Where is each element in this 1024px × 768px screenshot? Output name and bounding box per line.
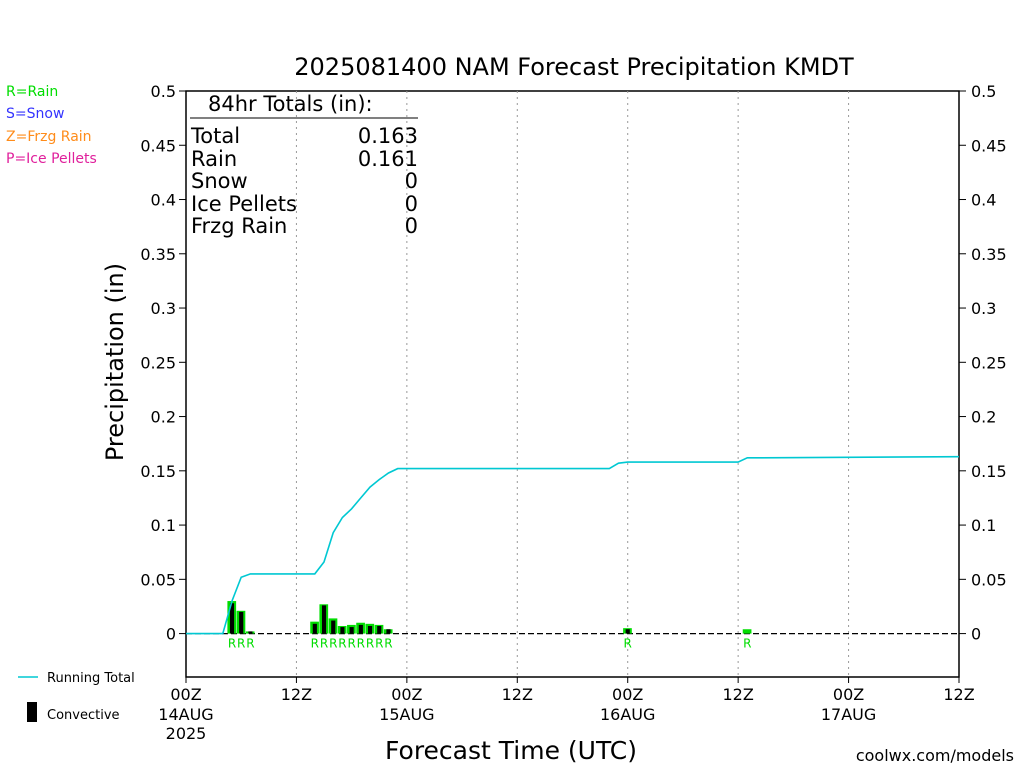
totals-total-value: 0.163: [358, 124, 418, 148]
y-tick-label-right: 0.3: [971, 299, 996, 318]
x-tick-date: 15AUG: [379, 705, 434, 724]
y-tick-label-right: 0.35: [971, 245, 1007, 264]
convective-bar: [229, 603, 235, 634]
convective-bar: [367, 625, 373, 634]
y-tick-label-right: 0: [971, 625, 981, 644]
convective-bar: [340, 627, 345, 634]
ptype-legend-rain: R=Rain: [6, 84, 58, 100]
grid-lines: [295, 91, 850, 677]
convective-bar: [625, 629, 630, 634]
totals-frzg-rain-label: Frzg Rain: [191, 214, 287, 238]
totals-box: 84hr Totals (in): Total 0.163 Rain 0.161…: [190, 92, 418, 238]
convective-bar: [358, 624, 363, 634]
ptype-legend-ice-pellets: P=Ice Pellets: [6, 151, 97, 167]
ptype-legend-snow: S=Snow: [6, 106, 64, 122]
x-tick-date: 16AUG: [600, 705, 655, 724]
convective-legend-swatch: [27, 702, 37, 722]
y-tick-label-left: 0.4: [151, 191, 176, 210]
y-tick-label-left: 0.3: [151, 299, 176, 318]
y-axis-ticks: 0.5 0.5 0.45 0.45 0.4 0.4 0.35 0.35 0.3 0.3 0.25 0.…: [140, 82, 1006, 644]
totals-heading: 84hr Totals (in):: [208, 92, 373, 116]
convective-bar: [331, 620, 336, 634]
convective-bar: [312, 623, 317, 634]
running-total-line: [186, 455, 960, 635]
ptype-legend-frzg-rain: Z=Frzg Rain: [6, 129, 92, 145]
chart-title: 2025081400 NAM Forecast Precipitation KM…: [294, 53, 854, 81]
convective-bar: [377, 625, 382, 634]
ptype-marker: R: [338, 637, 346, 651]
totals-frzg-rain-value: 0: [405, 214, 418, 238]
ptype-marker: R: [246, 637, 254, 651]
totals-ice-pellets-value: 0: [405, 192, 418, 216]
y-tick-label-left: 0.25: [140, 353, 176, 372]
y-axis-label: Precipitation (in): [101, 263, 129, 461]
y-tick-label-left: 0.2: [151, 408, 176, 427]
y-tick-label-right: 0.5: [971, 82, 996, 101]
plot-frame: [185, 90, 960, 678]
y-tick-label-right: 0.15: [971, 462, 1007, 481]
y-tick-label-left: 0.05: [140, 570, 176, 589]
y-tick-label-left: 0.35: [140, 245, 176, 264]
y-tick-label-right: 0.45: [971, 136, 1007, 155]
precip-bars: [227, 601, 752, 634]
ptype-legend: R=Rain S=Snow Z=Frzg Rain P=Ice Pellets: [6, 84, 97, 167]
ptype-marker: R: [347, 637, 355, 651]
x-tick-label: 00Z: [170, 685, 201, 704]
convective-bar: [248, 631, 253, 634]
totals-snow-value: 0: [405, 169, 418, 193]
totals-rain-label: Rain: [191, 147, 237, 171]
convective-legend-label: Convective: [47, 708, 120, 723]
precip-bar: [742, 629, 752, 634]
totals-total-label: Total: [190, 124, 240, 148]
convective-bar: [239, 611, 244, 634]
y-tick-label-left: 0.45: [140, 136, 176, 155]
ptype-marker: R: [624, 637, 632, 651]
ptype-marker: R: [237, 637, 245, 651]
totals-rain-value: 0.161: [358, 147, 418, 171]
y-tick-label-left: 0.1: [151, 516, 176, 535]
y-tick-label-right: 0.4: [971, 191, 996, 210]
x-tick-year: 2025: [166, 724, 207, 743]
ptype-marker: R: [366, 637, 374, 651]
ptype-marker: R: [384, 637, 392, 651]
x-tick-label: 00Z: [833, 685, 864, 704]
totals-ice-pellets-label: Ice Pellets: [191, 192, 297, 216]
ptype-marker: R: [320, 637, 328, 651]
convective-bar: [349, 627, 354, 634]
x-tick-label: 12Z: [281, 685, 312, 704]
x-tick-label: 00Z: [391, 685, 422, 704]
y-tick-label-right: 0.2: [971, 408, 996, 427]
convective-bar: [321, 605, 327, 634]
y-tick-label-right: 0.1: [971, 516, 996, 535]
x-tick-label: 12Z: [722, 685, 753, 704]
y-tick-label-left: 0: [166, 625, 176, 644]
ptype-marker: R: [228, 637, 236, 651]
running-total-legend-label: Running Total: [47, 671, 135, 686]
series-legend: Running Total Convective: [18, 671, 135, 723]
ptype-marker: R: [329, 637, 337, 651]
totals-snow-label: Snow: [191, 169, 248, 193]
y-tick-label-left: 0.5: [151, 82, 176, 101]
x-tick-label: 12Z: [943, 685, 974, 704]
ptype-marker: R: [311, 637, 319, 651]
ptype-marker: R: [357, 637, 365, 651]
x-tick-label: 00Z: [612, 685, 643, 704]
x-tick-label: 12Z: [502, 685, 533, 704]
credit-link[interactable]: coolwx.com/models: [856, 746, 1014, 765]
y-tick-label-left: 0.15: [140, 462, 176, 481]
y-tick-label-right: 0.05: [971, 570, 1007, 589]
convective-bar: [386, 629, 391, 634]
x-tick-date: 17AUG: [821, 705, 876, 724]
ptype-marker: R: [743, 637, 751, 651]
x-axis-label: Forecast Time (UTC): [385, 736, 637, 765]
ptype-marker: R: [375, 637, 383, 651]
y-tick-label-right: 0.25: [971, 353, 1007, 372]
x-tick-date: 14AUG: [158, 705, 213, 724]
